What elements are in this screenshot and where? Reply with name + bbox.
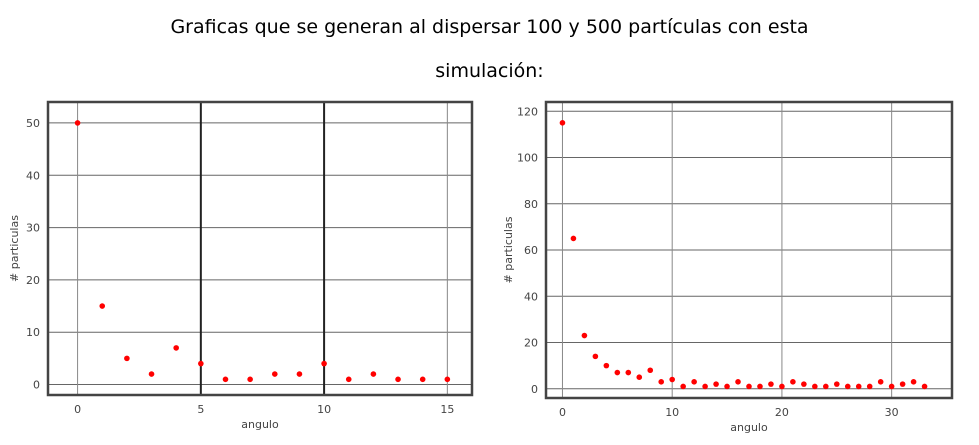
data-point — [658, 379, 665, 385]
data-point — [592, 353, 599, 360]
data-point — [74, 120, 81, 126]
plot-frame — [46, 100, 474, 397]
y-axis-label: # particulas — [8, 215, 21, 282]
data-point — [614, 369, 621, 376]
x-tick-label: 15 — [440, 403, 454, 416]
data-point — [855, 383, 862, 390]
data-point — [921, 383, 928, 390]
caption-line-2: simulación: — [435, 60, 544, 82]
data-point — [724, 383, 730, 390]
data-point — [444, 376, 451, 383]
data-point — [625, 369, 632, 376]
data-point — [198, 360, 204, 367]
data-point — [321, 360, 327, 367]
data-point — [647, 367, 654, 374]
data-point — [899, 381, 906, 387]
data-point — [669, 376, 675, 383]
data-point — [823, 383, 829, 390]
y-tick-label: 20 — [524, 337, 538, 350]
data-point — [812, 383, 818, 390]
data-point — [222, 376, 229, 383]
data-point — [833, 381, 840, 387]
y-tick-label: 60 — [524, 244, 538, 257]
y-tick-label: 40 — [26, 169, 40, 182]
x-axis-label: angulo — [730, 421, 768, 434]
data-point — [173, 345, 179, 351]
data-point — [296, 371, 303, 377]
data-point — [746, 383, 752, 390]
data-point — [877, 379, 884, 385]
data-point — [395, 376, 401, 383]
x-axis-label: angulo — [241, 418, 279, 431]
y-tick-label: 50 — [26, 117, 40, 130]
y-tick-label: 0 — [531, 383, 538, 396]
x-tick-label: 30 — [885, 406, 899, 419]
data-point — [779, 383, 785, 390]
data-point — [99, 303, 106, 309]
data-point — [768, 381, 774, 387]
x-tick-label: 20 — [775, 406, 789, 419]
data-point — [271, 371, 278, 377]
x-tick-label: 0 — [559, 406, 566, 419]
x-tick-label: 10 — [665, 406, 679, 419]
data-point — [247, 376, 253, 383]
data-point — [790, 379, 796, 385]
x-tick-label: 5 — [197, 403, 204, 416]
chart-500-particles: 0 20 40 60 80 100 120 0 10 20 30 angulo # particulas — [502, 100, 954, 434]
y-tick-label: 10 — [26, 326, 40, 339]
y-tick-label: 20 — [26, 274, 40, 287]
data-point — [603, 362, 610, 369]
data-point — [910, 379, 917, 385]
y-tick-label: 80 — [524, 198, 538, 211]
data-point — [735, 379, 741, 385]
y-tick-label: 0 — [33, 379, 40, 392]
plot-frame — [544, 100, 954, 400]
data-point — [581, 332, 588, 339]
caption-line-1: Graficas que se generan al dispersar 100… — [170, 16, 809, 38]
data-point — [419, 376, 426, 383]
y-tick-label: 120 — [517, 105, 538, 118]
x-tick-label: 10 — [317, 403, 331, 416]
data-point — [844, 383, 851, 390]
data-point — [866, 383, 873, 390]
data-point — [888, 383, 895, 390]
data-point — [680, 383, 686, 390]
chart-100-particles: 0 10 20 30 40 50 0 5 10 15 angulo # particulas — [8, 100, 474, 431]
y-tick-label: 40 — [524, 290, 538, 303]
data-point — [757, 383, 763, 390]
data-point — [691, 379, 697, 385]
data-point — [148, 371, 155, 377]
data-point — [370, 371, 377, 377]
plot-area — [48, 102, 472, 395]
data-point — [124, 355, 130, 362]
y-tick-label: 30 — [26, 222, 40, 235]
data-point — [559, 120, 566, 126]
y-axis-label: # particulas — [502, 216, 515, 283]
data-point — [702, 383, 708, 390]
data-point — [345, 376, 352, 383]
x-tick-label: 0 — [74, 403, 81, 416]
y-tick-label: 100 — [517, 152, 538, 165]
data-point — [636, 374, 643, 380]
data-point — [570, 235, 577, 242]
data-point — [713, 381, 719, 387]
data-point — [801, 381, 807, 387]
